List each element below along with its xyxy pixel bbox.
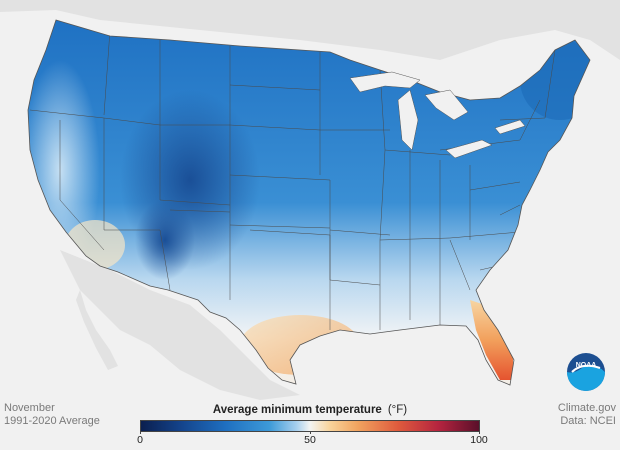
legend-tickmark-0 xyxy=(140,431,141,434)
noaa-logo-text: NOAA xyxy=(576,362,597,369)
footer-credits: Climate.gov Data: NCEI xyxy=(558,402,616,428)
state-borders xyxy=(29,29,556,330)
legend-tick-0: 0 xyxy=(137,434,143,446)
credit-label: Climate.gov xyxy=(557,402,616,414)
legend-tickmark-50 xyxy=(310,431,311,434)
surrounding-land xyxy=(0,0,620,400)
legend-tick-50: 50 xyxy=(304,434,316,446)
month-label: November xyxy=(4,402,55,414)
legend-tickmark-100 xyxy=(479,431,480,434)
legend-title: Average minimum temperature (°F) xyxy=(140,404,480,416)
noaa-logo: NOAA xyxy=(567,353,605,391)
footer-period-info: November 1991-2020 Average xyxy=(4,402,100,428)
legend-unit: (°F) xyxy=(387,404,408,416)
legend-title-text: Average minimum temperature xyxy=(212,404,382,416)
great-lakes xyxy=(349,71,526,159)
legend-tick-100: 100 xyxy=(470,434,488,446)
source-label: Data: NCEI xyxy=(560,415,616,427)
period-label: 1991-2020 Average xyxy=(4,415,100,427)
